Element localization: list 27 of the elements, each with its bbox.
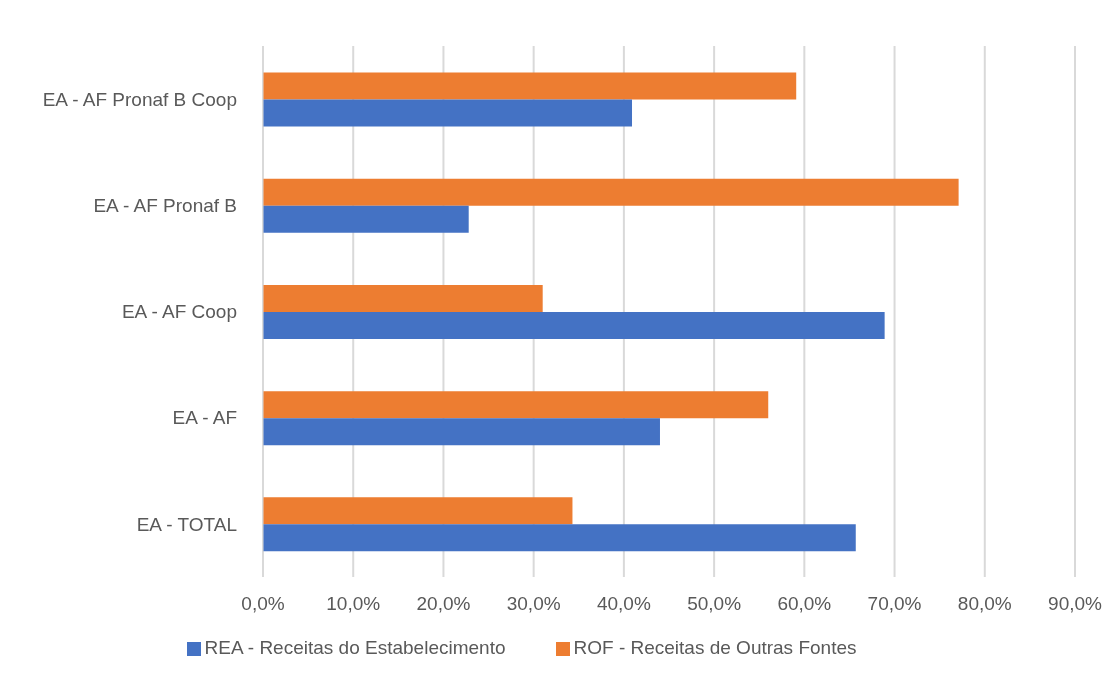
bar: [263, 72, 797, 100]
bar: [263, 99, 633, 127]
y-tick-label: EA - AF Pronaf B: [93, 195, 237, 217]
legend-label: ROF - Receitas de Outras Fontes: [573, 637, 857, 658]
y-tick-label: EA - AF Pronaf B Coop: [42, 88, 237, 110]
x-tick-label: 30,0%: [506, 593, 561, 615]
x-tick-label: 40,0%: [596, 593, 651, 615]
y-tick-label: EA - AF: [172, 407, 237, 429]
bar: [263, 205, 469, 233]
x-tick-label: 80,0%: [957, 593, 1012, 615]
x-tick-label: 70,0%: [867, 593, 922, 615]
bar: [263, 418, 660, 446]
x-tick-label: 50,0%: [687, 593, 742, 615]
x-tick-label: 60,0%: [777, 593, 832, 615]
bar: [263, 524, 856, 552]
x-tick-label: 90,0%: [1048, 593, 1103, 615]
bar: [263, 178, 959, 206]
bar: [263, 311, 885, 339]
legend-label: REA - Receitas do Estabelecimento: [204, 637, 506, 658]
y-tick-label: EA - TOTAL: [136, 513, 237, 535]
bar: [263, 391, 769, 419]
bar: [263, 497, 573, 525]
x-tick-label: 10,0%: [326, 593, 381, 615]
x-tick-label: 20,0%: [416, 593, 471, 615]
x-tick-label: 0,0%: [241, 593, 285, 615]
bar: [263, 284, 543, 312]
y-tick-label: EA - AF Coop: [121, 301, 237, 323]
